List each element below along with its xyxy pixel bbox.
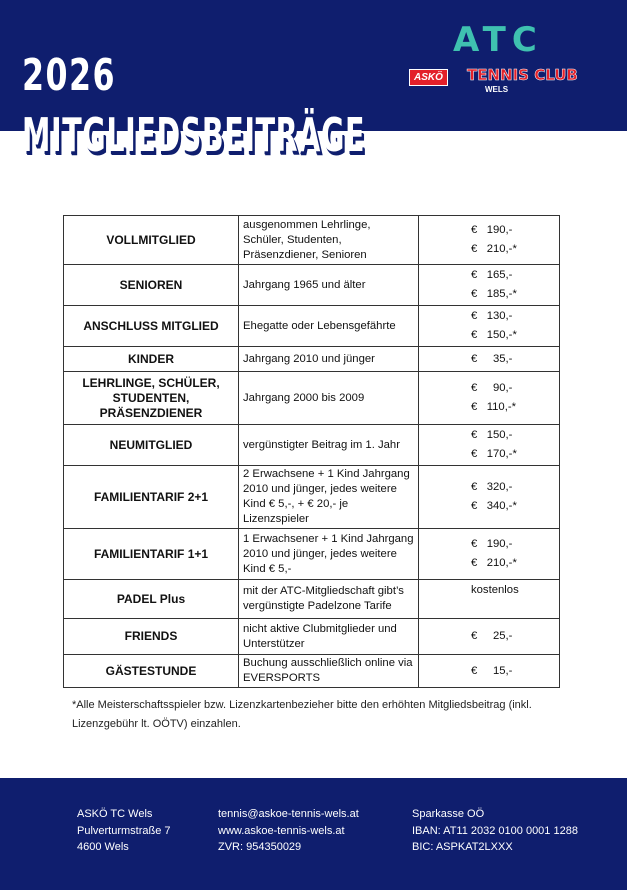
- table-row: GÄSTESTUNDE Buchung ausschließlich online…: [63, 654, 560, 688]
- description-cell: 2 Erwachsene + 1 Kind Jahrgang 2010 und …: [238, 465, 419, 529]
- category-cell: FAMILIENTARIF 2+1: [63, 465, 239, 529]
- footer-line: BIC: ASPKAT2LXXX: [412, 841, 513, 853]
- footer-address: ASKÖ TC Wels Pulverturmstraße 7 4600 Wel…: [77, 806, 171, 856]
- price-value: € 185,-*: [471, 288, 517, 300]
- price-value: € 170,-*: [471, 448, 517, 460]
- footer-line: ZVR: 954350029: [218, 841, 302, 853]
- category-cell: FRIENDS: [63, 618, 239, 655]
- footer: ASKÖ TC Wels Pulverturmstraße 7 4600 Wel…: [0, 778, 627, 890]
- category-cell: VOLLMITGLIED: [63, 215, 239, 265]
- price-value: € 210,-*: [471, 243, 517, 255]
- price-cell: € 15,-: [418, 654, 560, 688]
- description-cell: nicht aktive Clubmitglieder und Unterstü…: [238, 618, 419, 655]
- footer-line: IBAN: AT11 2032 0100 0001 1288: [412, 824, 578, 837]
- price-value: € 150,-*: [471, 329, 517, 341]
- price-cell: € 35,-: [418, 346, 560, 372]
- description-cell: Buchung ausschließlich online via EVERSP…: [238, 654, 419, 688]
- table-row: FAMILIENTARIF 2+1 2 Erwachsene + 1 Kind J…: [63, 465, 560, 529]
- footer-line: Sparkasse OÖ: [412, 808, 485, 820]
- header-banner: [0, 0, 627, 131]
- category-cell: NEUMITGLIED: [63, 424, 239, 466]
- price-value: € 190,-: [471, 224, 513, 236]
- description-cell: Jahrgang 1965 und älter: [238, 264, 419, 306]
- table-row: LEHRLINGE, SCHÜLER, STUDENTEN, PRÄSENZDI…: [63, 371, 560, 425]
- description-cell: mit der ATC-Mitgliedschaft gibt’s vergün…: [238, 579, 419, 619]
- table-row: VOLLMITGLIED ausgenommen Lehrlinge, Schül…: [63, 215, 560, 265]
- price-value: € 35,-: [471, 352, 513, 365]
- description-cell: Ehegatte oder Lebensgefährte: [238, 305, 419, 347]
- year-heading: 2026: [22, 50, 116, 101]
- table-row: FRIENDS nicht aktive Clubmitglieder und U…: [63, 618, 560, 655]
- price-value: € 90,-: [471, 382, 513, 394]
- price-value: € 340,-*: [471, 500, 517, 512]
- table-row: FAMILIENTARIF 1+1 1 Erwachsener + 1 Kind …: [63, 528, 560, 580]
- category-cell: LEHRLINGE, SCHÜLER, STUDENTEN, PRÄSENZDI…: [63, 371, 239, 425]
- price-cell: € 320,- € 340,-*: [418, 465, 560, 529]
- price-value: kostenlos: [471, 584, 519, 596]
- price-cell: € 165,- € 185,-*: [418, 264, 560, 306]
- category-cell: SENIOREN: [63, 264, 239, 306]
- footer-line: 4600 Wels: [77, 841, 129, 853]
- logo-mark: ATC: [453, 20, 543, 60]
- description-cell: vergünstigter Beitrag im 1. Jahr: [238, 424, 419, 466]
- price-value: € 110,-*: [471, 401, 517, 413]
- price-cell: € 90,- € 110,-*: [418, 371, 560, 425]
- fees-table: VOLLMITGLIED ausgenommen Lehrlinge, Schül…: [63, 215, 560, 688]
- table-row: NEUMITGLIED vergünstigter Beitrag im 1. J…: [63, 424, 560, 466]
- table-row: ANSCHLUSS MITGLIED Ehegatte oder Lebensge…: [63, 305, 560, 347]
- price-value: € 25,-: [471, 630, 513, 642]
- price-cell: kostenlos: [418, 579, 560, 619]
- club-logo: ATC ASKÖ TENNIS CLUB WELS: [405, 20, 595, 100]
- category-cell: KINDER: [63, 346, 239, 372]
- footnote: *Alle Meisterschaftsspieler bzw. Lizenzk…: [72, 699, 532, 730]
- footer-line: ASKÖ TC Wels: [77, 808, 153, 820]
- email-link[interactable]: tennis@askoe-tennis-wels.at: [218, 808, 359, 820]
- price-value: € 15,-: [471, 664, 513, 677]
- table-row: PADEL Plus mit der ATC-Mitgliedschaft gib…: [63, 579, 560, 619]
- logo-name: TENNIS CLUB: [467, 66, 578, 85]
- price-value: € 320,-: [471, 481, 513, 493]
- price-value: € 130,-: [471, 310, 513, 322]
- footer-contact: tennis@askoe-tennis-wels.at www.askoe-te…: [218, 806, 359, 856]
- price-value: € 210,-*: [471, 557, 517, 569]
- logo-city: WELS: [485, 85, 509, 94]
- price-cell: € 190,- € 210,-*: [418, 528, 560, 580]
- price-cell: € 25,-: [418, 618, 560, 655]
- category-cell: PADEL Plus: [63, 579, 239, 619]
- footer-bank: Sparkasse OÖ IBAN: AT11 2032 0100 0001 1…: [412, 806, 578, 856]
- price-value: € 150,-: [471, 429, 513, 441]
- description-cell: Jahrgang 2000 bis 2009: [238, 371, 419, 425]
- price-value: € 190,-: [471, 538, 513, 550]
- table-row: KINDER Jahrgang 2010 und jünger € 35,-: [63, 346, 560, 372]
- description-cell: Jahrgang 2010 und jünger: [238, 346, 419, 372]
- logo-badge: ASKÖ: [409, 69, 448, 86]
- category-cell: GÄSTESTUNDE: [63, 654, 239, 688]
- footer-line: Pulverturmstraße 7: [77, 824, 171, 837]
- table-row: SENIOREN Jahrgang 1965 und älter € 165,- € …: [63, 264, 560, 306]
- price-cell: € 150,- € 170,-*: [418, 424, 560, 466]
- description-cell: 1 Erwachsener + 1 Kind Jahrgang 2010 und…: [238, 528, 419, 580]
- description-cell: ausgenommen Lehrlinge, Schüler, Studente…: [238, 215, 419, 265]
- price-cell: € 130,- € 150,-*: [418, 305, 560, 347]
- page-title: MITGLIEDSBEITRÄGE: [22, 108, 366, 162]
- website-link[interactable]: www.askoe-tennis-wels.at: [218, 824, 345, 837]
- price-value: € 165,-: [471, 269, 513, 281]
- category-cell: ANSCHLUSS MITGLIED: [63, 305, 239, 347]
- price-cell: € 190,- € 210,-*: [418, 215, 560, 265]
- category-cell: FAMILIENTARIF 1+1: [63, 528, 239, 580]
